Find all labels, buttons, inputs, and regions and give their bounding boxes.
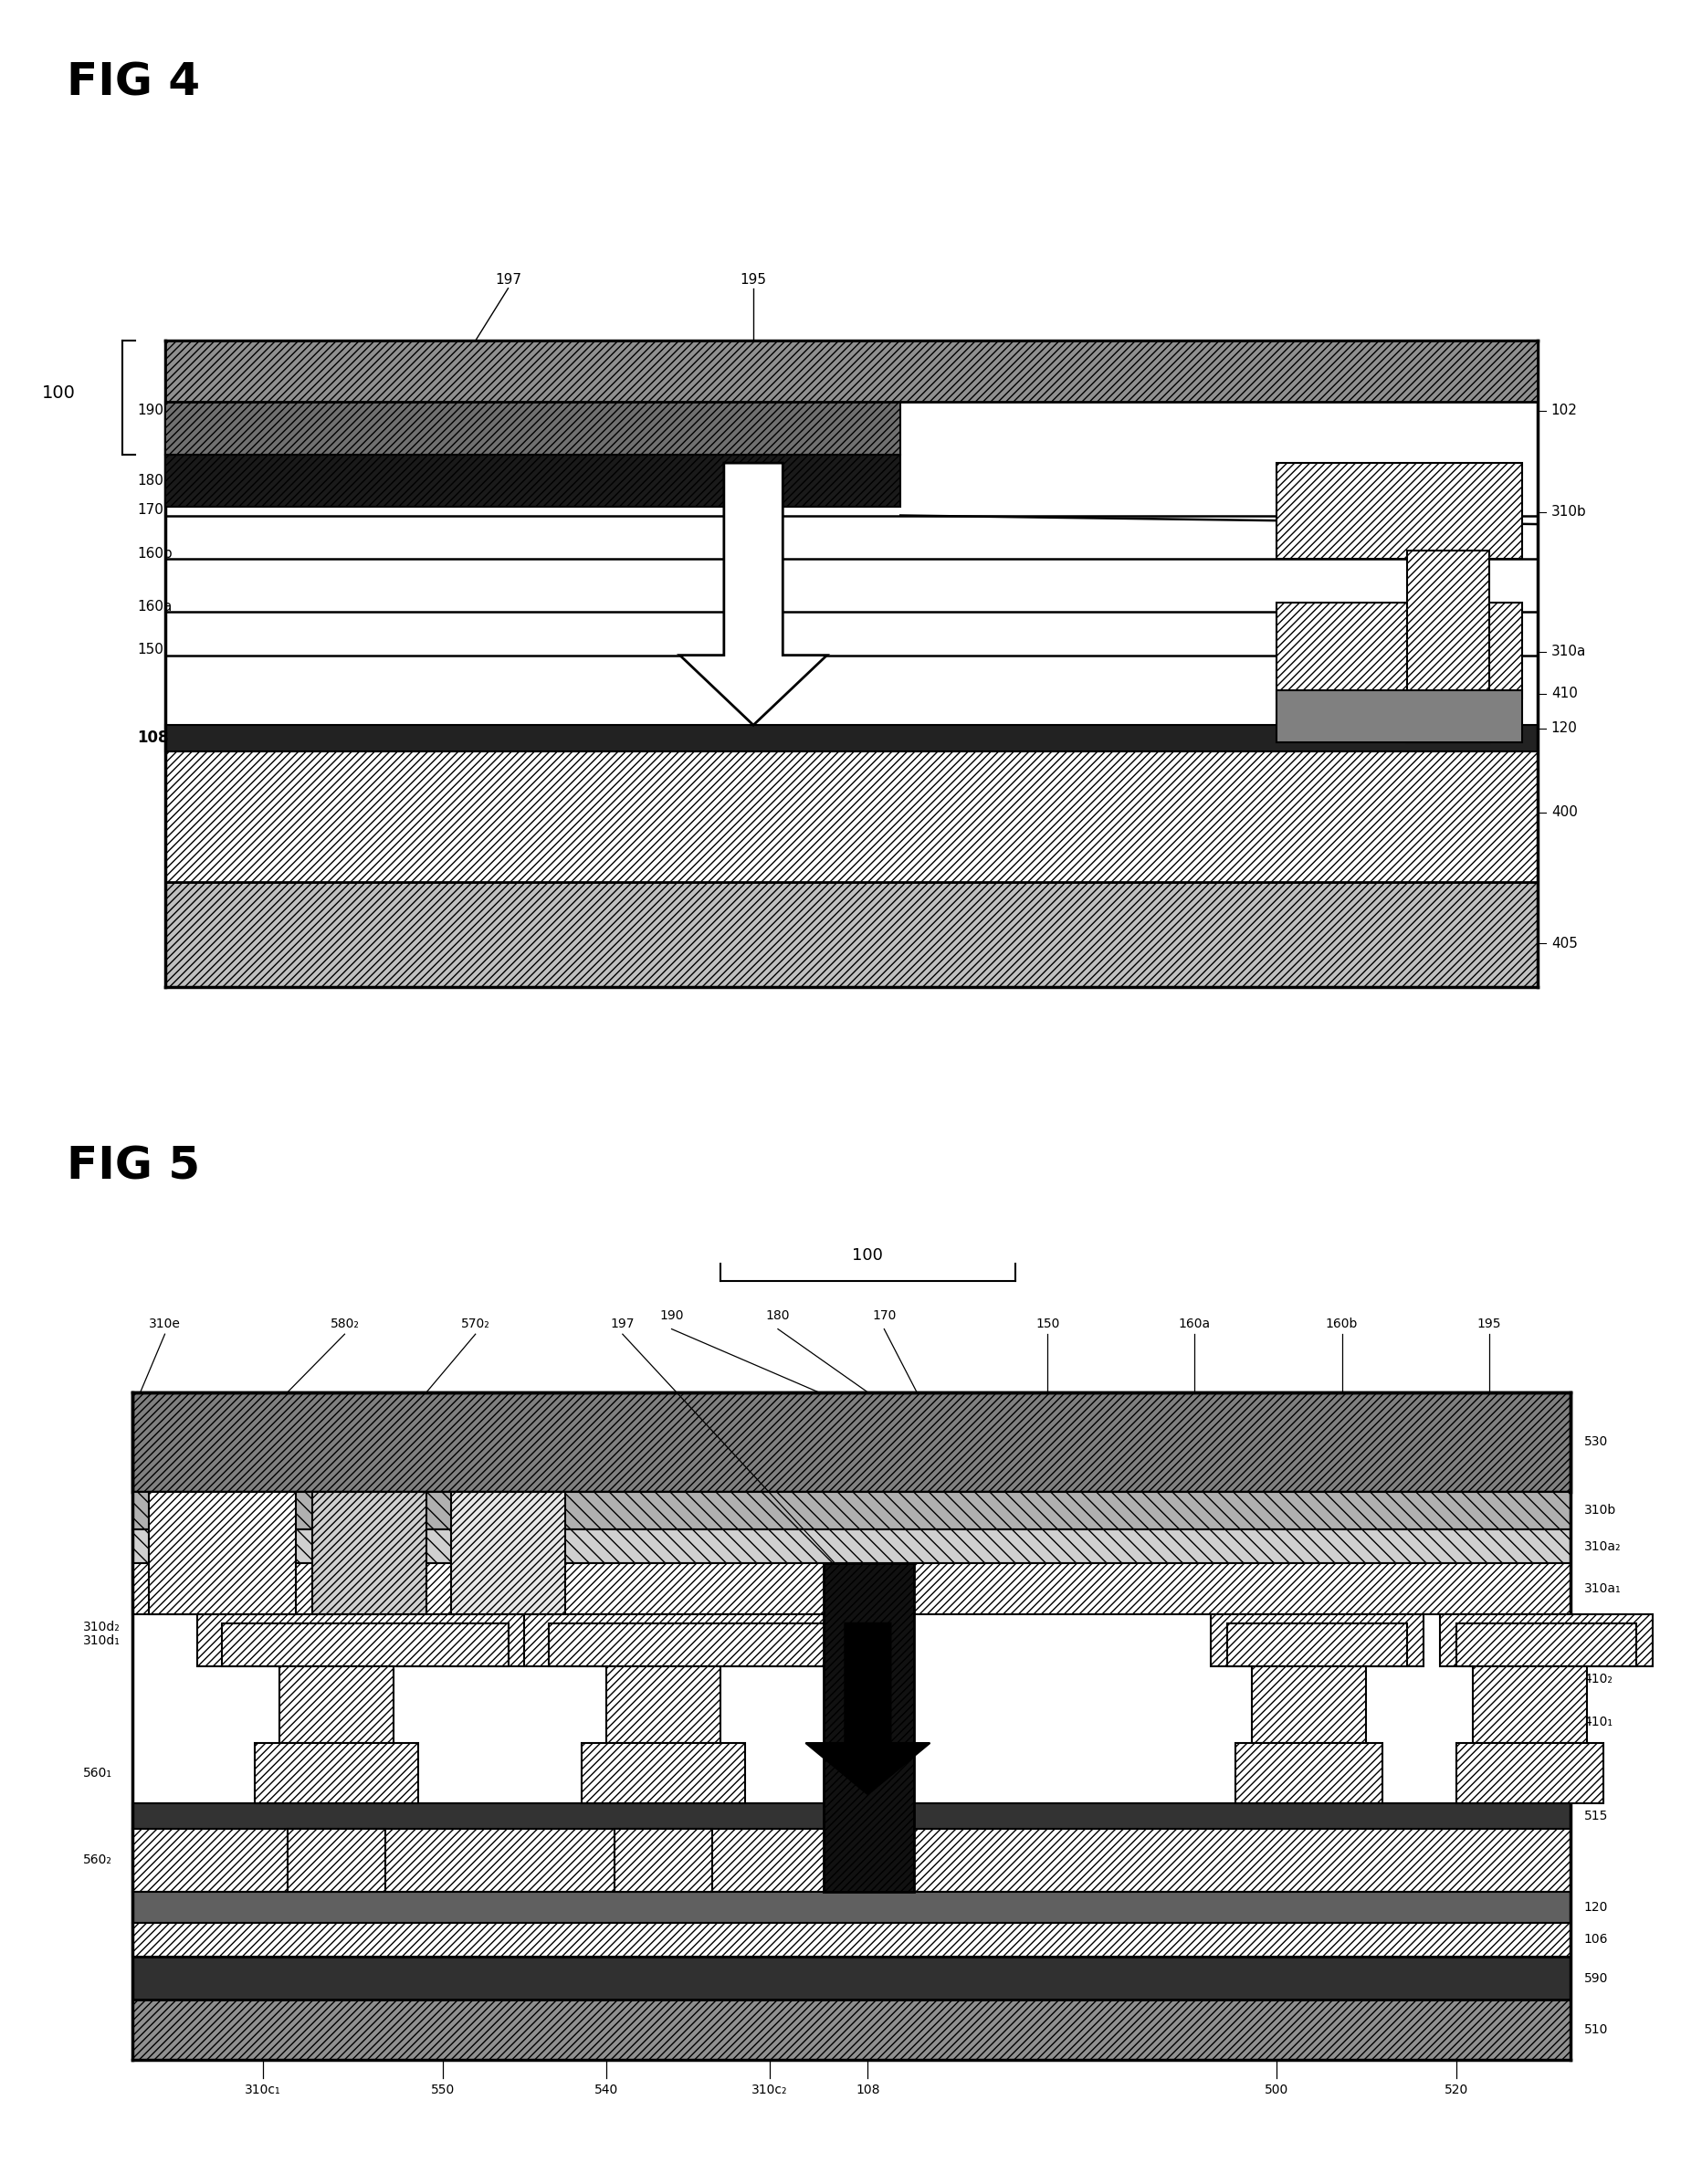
Bar <box>1210 1614 1423 1666</box>
Text: 540: 540 <box>594 2084 618 2097</box>
Text: 195: 195 <box>1476 1317 1501 1330</box>
Bar <box>133 1564 1569 1614</box>
Bar <box>133 1804 1569 1828</box>
Text: 197: 197 <box>495 273 521 286</box>
Text: 310c₁: 310c₁ <box>245 2084 281 2097</box>
Text: 310b: 310b <box>1583 1505 1615 1516</box>
Polygon shape <box>679 463 827 725</box>
Text: 310c₂: 310c₂ <box>751 2084 788 2097</box>
Bar <box>165 743 1537 882</box>
Bar <box>524 1614 851 1666</box>
Bar <box>221 1623 507 1666</box>
Text: 580₂: 580₂ <box>330 1317 359 1330</box>
Bar <box>824 1564 912 1891</box>
Bar <box>133 2001 1569 2060</box>
Text: 160b: 160b <box>136 546 172 561</box>
Text: 310d₁: 310d₁ <box>83 1634 121 1647</box>
Bar <box>606 1666 720 1743</box>
Text: 160a: 160a <box>136 598 172 614</box>
Text: 150: 150 <box>136 642 163 657</box>
Text: 195: 195 <box>740 273 766 286</box>
Text: 560₁: 560₁ <box>83 1767 112 1780</box>
Polygon shape <box>805 1623 929 1795</box>
Bar <box>133 1891 1569 1922</box>
Bar <box>1455 1623 1636 1666</box>
Text: 180: 180 <box>766 1308 790 1321</box>
Bar <box>165 882 1537 987</box>
Bar <box>614 1828 711 1891</box>
Bar <box>133 1922 1569 1957</box>
Bar <box>133 1957 1569 2001</box>
Bar <box>133 1614 1569 1804</box>
Text: 510: 510 <box>1583 2022 1607 2035</box>
Text: 550: 550 <box>431 2084 454 2097</box>
Text: 197: 197 <box>609 1317 635 1330</box>
Text: 310e: 310e <box>148 1317 180 1330</box>
Text: 570₂: 570₂ <box>461 1317 490 1330</box>
Bar <box>279 1666 393 1743</box>
Text: 500: 500 <box>1265 2084 1288 2097</box>
Bar <box>1276 463 1522 559</box>
Bar <box>165 341 1537 402</box>
Bar <box>1455 1743 1603 1804</box>
Text: FIG 4: FIG 4 <box>66 61 201 105</box>
Text: 190: 190 <box>659 1308 684 1321</box>
Text: 108: 108 <box>854 2084 880 2097</box>
Bar <box>165 725 1537 751</box>
Text: 102: 102 <box>1551 404 1576 417</box>
Text: 590: 590 <box>1583 1972 1607 1985</box>
Text: 170: 170 <box>136 502 163 518</box>
Text: 100: 100 <box>43 384 77 402</box>
Bar <box>1236 1743 1382 1804</box>
Text: 180: 180 <box>136 474 163 487</box>
Text: 310d₂: 310d₂ <box>83 1621 121 1634</box>
Text: 560₂: 560₂ <box>83 1854 112 1867</box>
Bar <box>1406 550 1488 743</box>
Text: FIG 5: FIG 5 <box>66 1144 201 1188</box>
Bar <box>288 1828 385 1891</box>
Text: 410₂: 410₂ <box>1583 1673 1612 1686</box>
Text: 108: 108 <box>136 729 168 747</box>
Bar <box>165 402 1537 725</box>
Text: 410: 410 <box>1551 686 1576 701</box>
Text: 410₁: 410₁ <box>1583 1714 1612 1728</box>
Bar <box>1251 1666 1365 1743</box>
Text: 400: 400 <box>1551 806 1576 819</box>
Text: 515: 515 <box>1583 1808 1607 1821</box>
Text: 310b: 310b <box>1551 505 1586 520</box>
Text: 310a₂: 310a₂ <box>1583 1540 1620 1553</box>
Text: 120: 120 <box>1551 721 1576 736</box>
Text: 160b: 160b <box>1326 1317 1356 1330</box>
Bar <box>1440 1614 1651 1666</box>
Bar <box>311 1492 426 1614</box>
Bar <box>165 402 900 454</box>
Bar <box>548 1623 834 1666</box>
Bar <box>133 1492 1569 1529</box>
Text: 120: 120 <box>1583 1900 1607 1913</box>
Text: 190: 190 <box>136 404 163 417</box>
Bar <box>165 454 900 507</box>
Bar <box>451 1492 565 1614</box>
Text: 150: 150 <box>1035 1317 1059 1330</box>
Text: 170: 170 <box>871 1308 895 1321</box>
Text: 100: 100 <box>853 1247 883 1265</box>
Text: 310a₁: 310a₁ <box>1583 1583 1620 1597</box>
Bar <box>1227 1623 1406 1666</box>
Bar <box>133 1393 1569 1492</box>
Bar <box>1276 603 1522 699</box>
Bar <box>582 1743 745 1804</box>
Bar <box>1472 1666 1586 1743</box>
Bar <box>133 1529 1569 1564</box>
Bar <box>255 1743 419 1804</box>
Text: 310a: 310a <box>1551 644 1585 660</box>
Text: 106: 106 <box>1583 1933 1607 1946</box>
Bar <box>197 1614 524 1666</box>
Bar <box>1276 690 1522 743</box>
Text: 530: 530 <box>1583 1435 1607 1448</box>
Bar <box>133 1828 1569 1891</box>
Bar <box>148 1492 296 1614</box>
Text: 405: 405 <box>1551 937 1576 950</box>
Text: 520: 520 <box>1443 2084 1467 2097</box>
Text: 160a: 160a <box>1178 1317 1210 1330</box>
